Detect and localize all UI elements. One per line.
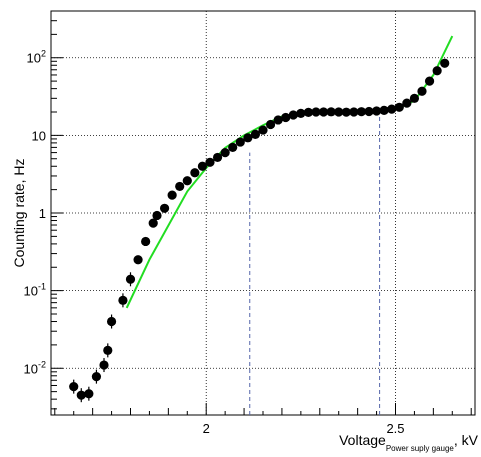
data-point bbox=[402, 98, 412, 108]
data-point bbox=[296, 108, 306, 118]
data-point bbox=[190, 168, 200, 178]
data-point bbox=[318, 107, 329, 117]
data-point bbox=[341, 107, 351, 117]
data-point bbox=[440, 58, 450, 68]
data-point bbox=[159, 203, 170, 213]
data-point bbox=[265, 119, 276, 130]
data-point bbox=[91, 372, 102, 382]
x-tick-label: 2 bbox=[203, 421, 210, 436]
y-tick-exponent: 2 bbox=[41, 49, 46, 59]
data-point bbox=[205, 157, 215, 167]
data-point bbox=[152, 210, 162, 221]
data-point bbox=[118, 295, 128, 305]
y-tick-base: 10 bbox=[24, 284, 38, 299]
x-tick-label: 2.5 bbox=[386, 421, 404, 436]
y-tick-label: 1 bbox=[39, 206, 46, 221]
data-point bbox=[141, 236, 151, 247]
data-point bbox=[273, 115, 283, 125]
data-point bbox=[197, 161, 208, 171]
data-points bbox=[69, 58, 450, 403]
data-point bbox=[371, 106, 382, 116]
data-point bbox=[182, 176, 192, 186]
data-point bbox=[387, 104, 397, 114]
data-point bbox=[167, 190, 177, 200]
data-point bbox=[311, 107, 321, 117]
data-point bbox=[99, 360, 109, 370]
data-point bbox=[349, 107, 359, 117]
data-point bbox=[76, 390, 86, 400]
y-tick-base: 10 bbox=[32, 128, 46, 143]
data-point bbox=[379, 105, 389, 115]
data-point bbox=[69, 382, 79, 392]
y-tick-base: 10 bbox=[24, 361, 38, 376]
y-tick-label: 10 bbox=[32, 128, 46, 143]
y-tick-base: 1 bbox=[39, 206, 46, 221]
data-point bbox=[334, 107, 344, 117]
data-point bbox=[106, 316, 117, 327]
data-point bbox=[235, 137, 245, 147]
plot-frame bbox=[50, 10, 476, 416]
data-point bbox=[326, 107, 336, 117]
data-point bbox=[356, 107, 367, 117]
y-axis-title: Counting rate, Hz bbox=[11, 159, 27, 268]
data-point bbox=[394, 102, 404, 112]
data-point bbox=[281, 112, 291, 123]
y-tick-label: 10-2 bbox=[24, 359, 46, 376]
data-point bbox=[424, 76, 435, 86]
data-point bbox=[288, 110, 298, 120]
data-point bbox=[250, 129, 261, 139]
y-tick-exponent: -2 bbox=[38, 359, 46, 369]
data-point bbox=[364, 106, 374, 117]
grid bbox=[51, 11, 475, 415]
threshold-markers bbox=[249, 116, 381, 415]
data-point bbox=[303, 107, 314, 117]
x-axis-title-unit: , kV bbox=[454, 432, 479, 448]
y-tick-base: 10 bbox=[27, 51, 41, 66]
x-axis-title-subscript: Power suply gauge bbox=[386, 444, 455, 453]
data-point bbox=[103, 345, 113, 355]
data-point bbox=[258, 125, 268, 135]
data-point bbox=[148, 218, 158, 228]
data-point bbox=[220, 147, 230, 158]
y-tick-label: 102 bbox=[27, 49, 46, 66]
data-point bbox=[417, 86, 427, 96]
y-tick-exponent: -1 bbox=[38, 282, 46, 292]
data-point bbox=[84, 389, 94, 399]
x-axis-title-main: Voltage bbox=[339, 432, 386, 448]
data-point bbox=[125, 274, 136, 284]
data-point bbox=[133, 255, 143, 265]
data-point bbox=[243, 133, 253, 143]
data-point bbox=[212, 152, 223, 163]
y-tick-label: 10-1 bbox=[24, 282, 46, 299]
x-axis-title: VoltagePower suply gauge, kV bbox=[339, 432, 479, 453]
data-point bbox=[228, 142, 238, 152]
data-point bbox=[409, 93, 420, 103]
data-point bbox=[175, 181, 185, 192]
data-point bbox=[432, 66, 442, 76]
